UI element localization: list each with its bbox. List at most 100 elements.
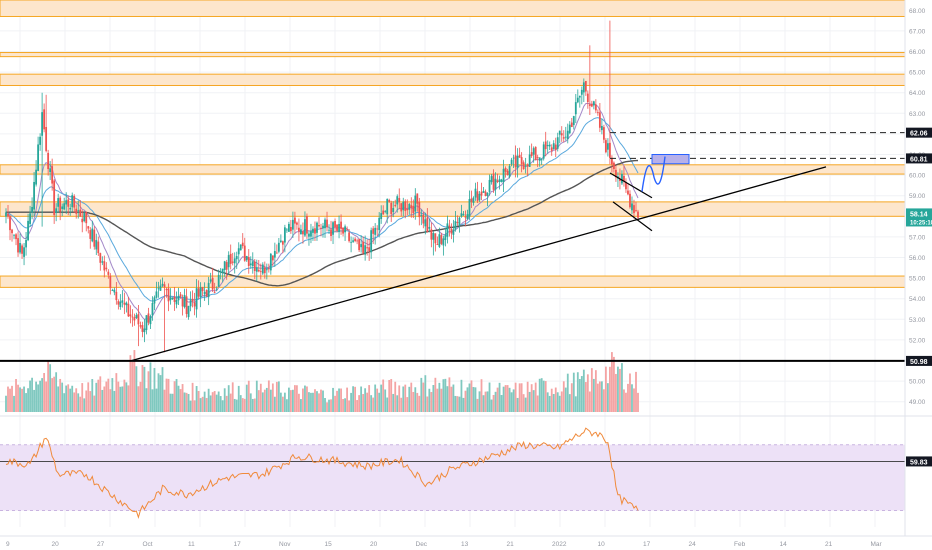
candle-body [207, 282, 210, 298]
volume-bar [426, 396, 429, 412]
volume-bar [554, 387, 557, 412]
volume-bar [384, 389, 387, 412]
candle-body [171, 297, 174, 300]
candle-body [294, 217, 296, 224]
price-tick-label: 68.00 [909, 8, 926, 15]
candle-body [189, 300, 192, 307]
candle-body [598, 112, 601, 128]
volume-bar [261, 392, 264, 412]
volume-bar [472, 387, 475, 412]
time-tick-label: Mar [871, 541, 883, 548]
candle-body [460, 213, 463, 217]
volume-bar [580, 376, 583, 412]
resistance-zone [0, 73, 906, 86]
candle-body [187, 305, 190, 318]
candle-body [416, 193, 419, 204]
candle-body [173, 296, 176, 302]
candle-body [219, 271, 222, 273]
volume-bar [592, 378, 595, 412]
candle-body [225, 262, 228, 270]
candle-body [107, 271, 110, 275]
volume-bar [109, 389, 112, 412]
candle-body [604, 140, 607, 153]
candle-body [5, 212, 7, 217]
volume-bar [99, 376, 102, 412]
volume-bar [17, 384, 19, 412]
channel-lower-line [612, 201, 653, 232]
candle-body [13, 234, 15, 236]
volume-bar [267, 380, 270, 412]
candle-body [596, 112, 599, 114]
volume-bar [195, 386, 198, 412]
volume-bar [500, 395, 503, 412]
candle-body [368, 247, 371, 251]
candle-body [81, 218, 84, 223]
candle-body [300, 229, 302, 235]
candle-body [119, 301, 122, 308]
volume-bar [185, 392, 188, 412]
candle-body [330, 229, 332, 237]
volume-bar [504, 385, 507, 412]
volume-bar [344, 398, 346, 412]
volume-bar [87, 382, 90, 412]
volume-bar [69, 388, 72, 412]
projection-path [641, 156, 666, 192]
volume-bar [187, 393, 190, 412]
price-tick-label: 65.00 [909, 70, 926, 77]
candle-body [586, 93, 589, 103]
volume-bar [318, 393, 320, 412]
candle-body [524, 165, 527, 167]
candle-body [536, 157, 539, 158]
candle-body [65, 200, 68, 205]
volume-bar [570, 383, 573, 412]
volume-bar [366, 392, 369, 412]
volume-bar [231, 382, 234, 412]
candle-body [155, 291, 158, 298]
candle-body [75, 208, 78, 214]
volume-bar [498, 382, 501, 412]
volume-bar [611, 352, 613, 412]
candle-body [462, 214, 465, 216]
candle-body [366, 247, 369, 249]
volume-bar [514, 382, 517, 412]
volume-bar [346, 387, 348, 412]
volume-bar [41, 378, 44, 412]
candle-body [482, 190, 485, 193]
candle-body [253, 261, 256, 271]
volume-bar [386, 397, 389, 412]
candle-body [87, 226, 90, 229]
volume-bar [159, 375, 162, 412]
volume-bar [269, 389, 272, 412]
volume-bar [532, 390, 535, 412]
volume-bar [516, 397, 519, 412]
candle-body [412, 205, 415, 214]
price-tick-label: 57.00 [909, 234, 926, 241]
candle-body [181, 299, 184, 307]
candle-body [97, 241, 100, 254]
candle-body [500, 179, 503, 182]
volume-bar [430, 392, 433, 412]
candle-body [534, 146, 537, 161]
candle-body [592, 101, 595, 106]
volume-bar [354, 386, 357, 412]
volume-bar [308, 392, 310, 412]
candle-body [77, 210, 80, 212]
level-50-98-tag [906, 355, 932, 366]
price-tick-label: 60.00 [909, 173, 926, 180]
volume-bar [602, 389, 605, 412]
volume-bar [271, 383, 274, 412]
candle-body [131, 316, 134, 318]
candle-body [560, 133, 563, 136]
candle-body [552, 143, 555, 150]
volume-bar [324, 398, 326, 412]
volume-bar [115, 373, 118, 412]
volume-bar [237, 385, 240, 412]
time-tick-label: Nov [279, 541, 291, 548]
volume-bar [263, 389, 266, 412]
candle-body [615, 169, 617, 178]
candle-body [346, 229, 348, 231]
volume-bar [85, 390, 88, 412]
volume-bar [49, 364, 52, 412]
rsi-level-59-83-label: 59.83 [910, 459, 928, 466]
